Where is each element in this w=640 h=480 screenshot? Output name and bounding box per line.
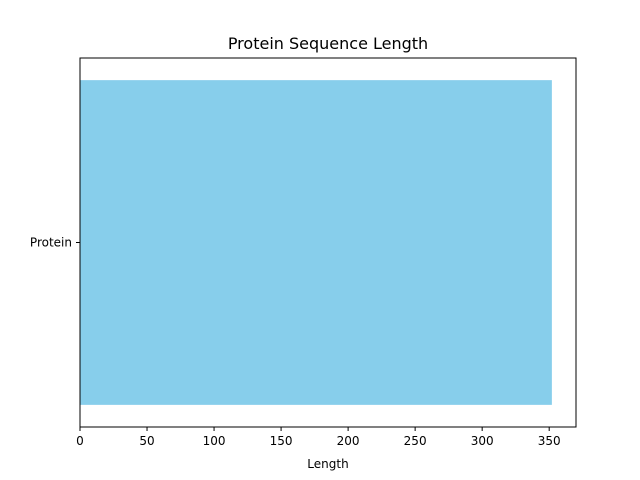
x-tick-label: 350 <box>538 434 561 448</box>
x-tick-label: 150 <box>270 434 293 448</box>
x-tick-label: 250 <box>404 434 427 448</box>
bar-protein <box>80 80 552 405</box>
y-tick-label: Protein <box>30 236 72 250</box>
chart-title: Protein Sequence Length <box>228 34 428 53</box>
x-tick-label: 200 <box>337 434 360 448</box>
x-axis-label: Length <box>307 457 348 471</box>
x-tick-label: 100 <box>203 434 226 448</box>
x-tick-label: 50 <box>139 434 154 448</box>
x-tick-label: 300 <box>471 434 494 448</box>
plot-frame <box>79 57 577 428</box>
x-tick-label: 0 <box>76 434 84 448</box>
